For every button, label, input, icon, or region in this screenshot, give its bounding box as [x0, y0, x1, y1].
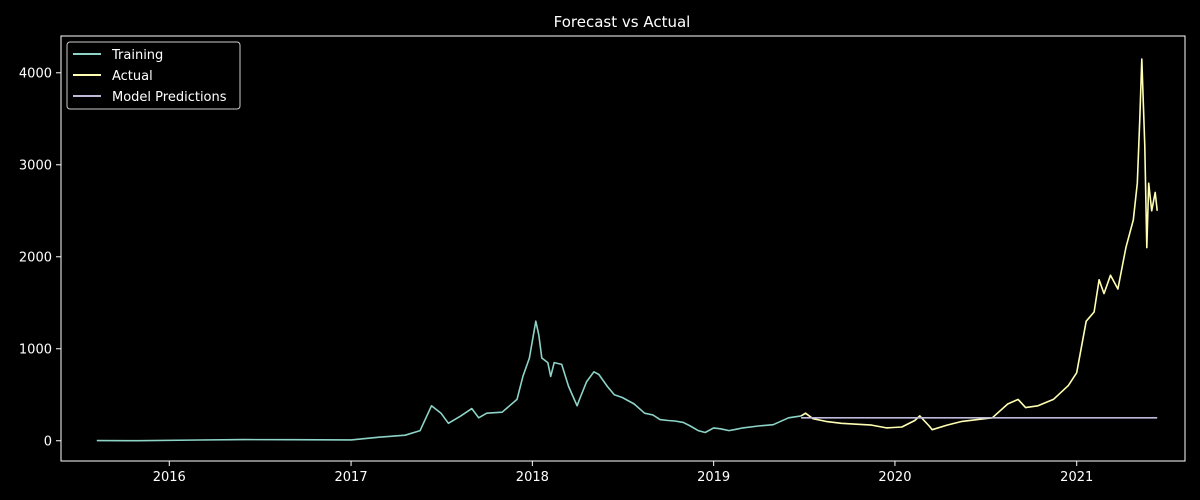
- y-tick-label: 3000: [19, 158, 52, 173]
- y-tick-label: 4000: [19, 66, 52, 81]
- x-tick-label: 2017: [335, 470, 368, 485]
- x-axis: 2016 2017 2018 2019 2020 2021: [153, 461, 1093, 485]
- legend-box: [66, 41, 241, 110]
- y-axis: 0 1000 2000 3000 4000: [19, 66, 61, 449]
- x-tick-label: 2018: [516, 470, 549, 485]
- series-line-training: [96, 320, 802, 442]
- legend-label-model-predictions: Model Predictions: [112, 90, 227, 105]
- legend-label-actual: Actual: [112, 69, 153, 84]
- y-tick-label: 0: [44, 434, 52, 449]
- legend-label-training: Training: [111, 48, 163, 63]
- series-layer: [96, 58, 1158, 442]
- plot-frame: [60, 35, 1186, 462]
- x-tick-label: 2020: [878, 470, 911, 485]
- x-tick-label: 2019: [697, 470, 730, 485]
- x-tick-label: 2021: [1060, 470, 1093, 485]
- chart-title: Forecast vs Actual: [554, 13, 691, 31]
- y-tick-label: 2000: [19, 250, 52, 265]
- series-line-actual: [800, 58, 1158, 431]
- legend: Training Actual Model Predictions: [66, 41, 241, 110]
- y-tick-label: 1000: [19, 342, 52, 357]
- x-tick-label: 2016: [153, 470, 186, 485]
